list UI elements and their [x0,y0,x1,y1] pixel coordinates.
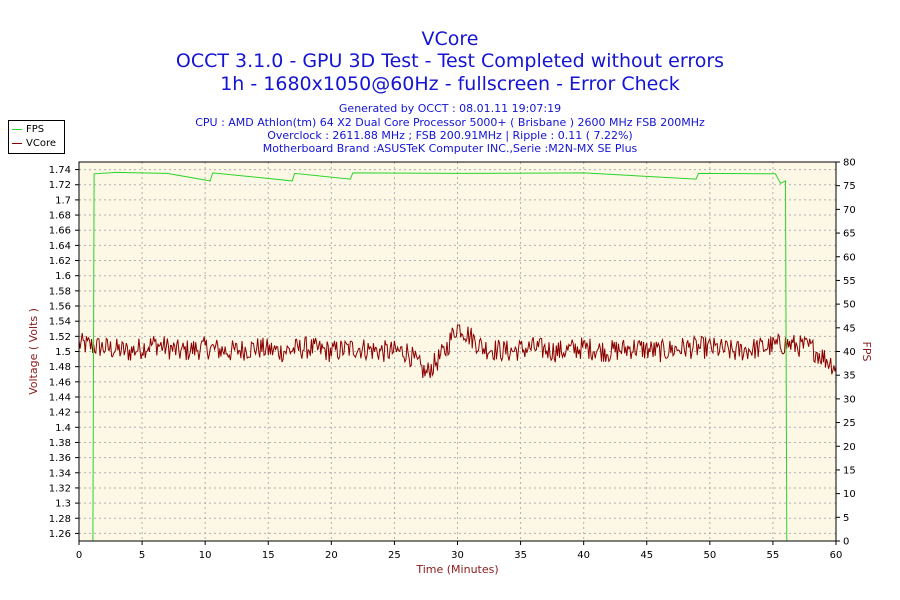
y2-axis-label: FPS [860,342,873,362]
vcore-series-line [78,324,837,379]
y2-tick-label: 40 [843,347,856,358]
x-tick-label: 40 [577,550,590,561]
x-tick-label: 0 [76,550,82,561]
y2-tick-label: 65 [843,229,856,240]
y-tick-label: 1.62 [49,256,71,267]
y-tick-label: 1.74 [49,165,71,176]
y2-tick-label: 50 [843,300,856,311]
y-tick-label: 1.42 [49,408,71,419]
y-tick-label: 1.64 [49,241,71,252]
motherboard-info: Motherboard Brand :ASUSTeK Computer INC.… [262,142,638,155]
y-tick-label: 1.46 [49,377,71,388]
x-tick-label: 5 [139,550,145,561]
y-tick-label: 1.72 [49,180,71,191]
y-tick-label: 1.5 [55,347,71,358]
legend-label-vcore: VCore [26,138,56,149]
chart-subtitle-settings: 1h - 1680x1050@60Hz - fullscreen - Error… [220,73,680,95]
y2-tick-label: 45 [843,323,856,334]
x-tick-label: 15 [262,550,275,561]
y-tick-label: 1.58 [49,286,71,297]
y2-tick-label: 55 [843,276,856,287]
chart-legend: FPS VCore [8,120,65,154]
plot-frame [78,161,837,542]
y-tick-label: 1.3 [55,499,71,510]
y2-tick-label: 0 [843,537,849,548]
y-tick-label: 1.52 [49,332,71,343]
legend-item-fps: FPS [12,123,44,137]
y-tick-label: 1.6 [55,271,71,282]
y-tick-label: 1.32 [49,483,71,494]
x-tick-label: 60 [830,550,843,561]
x-tick-label: 45 [640,550,653,561]
y-tick-label: 1.26 [49,529,71,540]
y2-tick-label: 30 [843,394,856,405]
y-tick-label: 1.34 [49,468,71,479]
y-tick-label: 1.4 [55,423,71,434]
y-tick-label: 1.36 [49,453,71,464]
legend-item-vcore: VCore [12,137,56,151]
y2-tick-label: 80 [843,158,856,169]
generated-info: Generated by OCCT : 08.01.11 19:07:19 [338,102,562,115]
y2-tick-label: 10 [843,489,856,500]
x-axis-label: Time (Minutes) [415,563,498,576]
y-tick-label: 1.7 [55,195,71,206]
y-tick-label: 1.56 [49,302,71,313]
x-tick-label: 30 [451,550,464,561]
y2-tick-label: 60 [843,252,856,263]
x-tick-label: 50 [703,550,716,561]
y2-tick-label: 20 [843,442,856,453]
x-tick-label: 10 [199,550,212,561]
x-tick-label: 35 [514,550,527,561]
y-tick-label: 1.68 [49,211,71,222]
y-tick-label: 1.48 [49,362,71,373]
y2-tick-label: 5 [843,513,849,524]
x-tick-label: 55 [767,550,780,561]
y-tick-label: 1.66 [49,226,71,237]
y-axis-label: Voltage ( Volts ) [27,308,40,395]
chart-subtitle-test: OCCT 3.1.0 - GPU 3D Test - Test Complete… [175,50,725,72]
y2-tick-label: 25 [843,418,856,429]
y2-tick-label: 15 [843,465,856,476]
cpu-info: CPU : AMD Athlon(tm) 64 X2 Dual Core Pro… [195,116,705,129]
legend-swatch-vcore [12,142,22,144]
x-tick-label: 25 [388,550,401,561]
x-tick-label: 20 [325,550,338,561]
y2-tick-label: 70 [843,205,856,216]
y2-tick-label: 35 [843,371,856,382]
y-tick-label: 1.28 [49,514,71,525]
chart-title: VCore [421,28,479,50]
y-tick-label: 1.38 [49,438,71,449]
overclock-info: Overclock : 2611.88 MHz ; FSB 200.91MHz … [267,129,633,142]
legend-label-fps: FPS [26,124,45,135]
fps-series-line [79,171,836,542]
legend-swatch-fps [12,128,22,130]
y-tick-label: 1.44 [49,392,71,403]
y-tick-label: 1.54 [49,317,71,328]
y2-tick-label: 75 [843,181,856,192]
